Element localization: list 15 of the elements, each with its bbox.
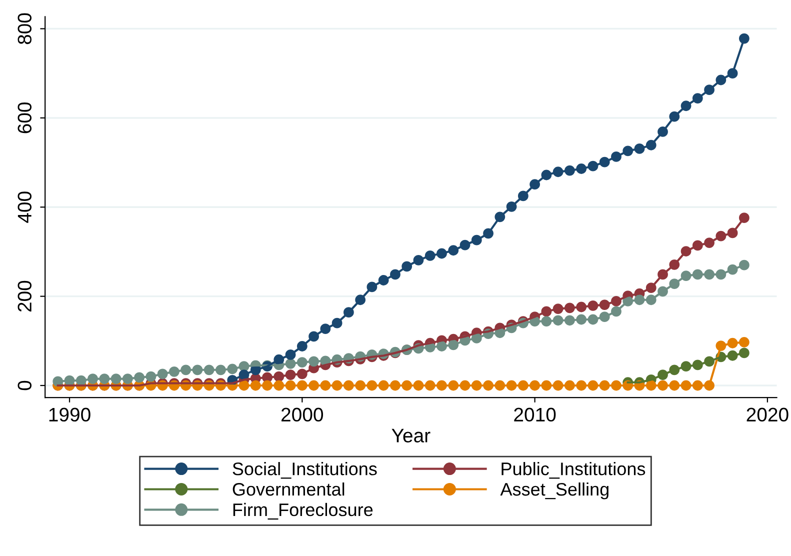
legend-label: Social_Institutions xyxy=(232,462,377,479)
y-tick-label: 600 xyxy=(18,102,32,134)
x-tick-label: 2010 xyxy=(514,408,556,422)
y-tick-label: 400 xyxy=(18,192,32,223)
y-tick-label: 0 xyxy=(18,380,32,390)
legend-label: Firm_Foreclosure xyxy=(233,502,373,520)
legend-label: Asset_Selling xyxy=(500,482,608,500)
x-tick-label: 1990 xyxy=(49,408,90,422)
y-tick-label: 200 xyxy=(18,280,32,312)
x-tick-label: 2000 xyxy=(282,408,324,422)
x-axis-title: Year xyxy=(392,428,430,442)
legend-label: Public_Institutions xyxy=(502,462,646,479)
y-tick-label: 800 xyxy=(18,13,32,44)
x-tick-label: 2020 xyxy=(746,408,788,422)
legend-label: Governmental xyxy=(232,482,344,496)
